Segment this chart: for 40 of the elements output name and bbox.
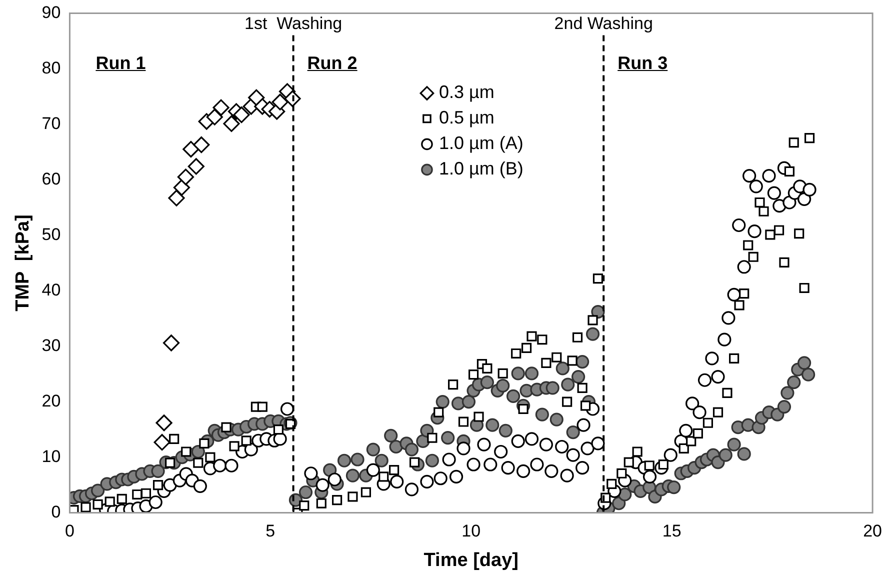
- y-tick-label: 20: [42, 391, 61, 410]
- legend-label: 1.0 µm (A): [438, 133, 524, 154]
- ref-line-label: 1st Washing: [244, 14, 342, 33]
- point: [162, 334, 180, 352]
- point: [212, 99, 230, 116]
- x-tick-label: 5: [266, 522, 276, 541]
- legend-label: 0.5 µm: [438, 108, 494, 128]
- y-tick-label: 0: [51, 502, 61, 522]
- point: [156, 414, 172, 432]
- x-axis-title: Time [day]: [424, 550, 518, 571]
- point: [233, 106, 250, 124]
- y-axis-title: TMP [kPa]: [12, 214, 34, 312]
- x-tick-label: 20: [863, 522, 882, 541]
- y-tick-label: 30: [42, 336, 61, 355]
- y-tick-label: 40: [42, 280, 61, 300]
- point: [173, 179, 190, 196]
- legend-label: 0.3 µm: [438, 82, 494, 102]
- y-tick-label: 80: [42, 58, 61, 78]
- ref-line-label: 2nd Washing: [554, 14, 653, 33]
- annotation: Run 2: [307, 53, 358, 74]
- y-tick-label: 50: [42, 224, 61, 244]
- point: [193, 136, 210, 154]
- x-tick-label: 15: [662, 522, 682, 541]
- y-tick-label: 90: [42, 2, 61, 22]
- y-tick-label: 70: [42, 114, 61, 133]
- y-tick-label: 60: [42, 169, 61, 188]
- point: [154, 434, 170, 451]
- x-tick-label: 0: [64, 522, 74, 541]
- legend-label: 1.0 µm (B): [438, 158, 524, 179]
- point: [206, 108, 223, 126]
- annotation: Run 1: [96, 53, 146, 74]
- point: [223, 115, 240, 132]
- point: [168, 190, 185, 206]
- point: [177, 168, 194, 186]
- point: [188, 158, 204, 175]
- y-tick-label: 10: [42, 446, 61, 466]
- x-tick-label: 10: [462, 522, 481, 541]
- point: [182, 140, 200, 158]
- annotation: Run 3: [618, 53, 668, 74]
- point: [272, 94, 288, 110]
